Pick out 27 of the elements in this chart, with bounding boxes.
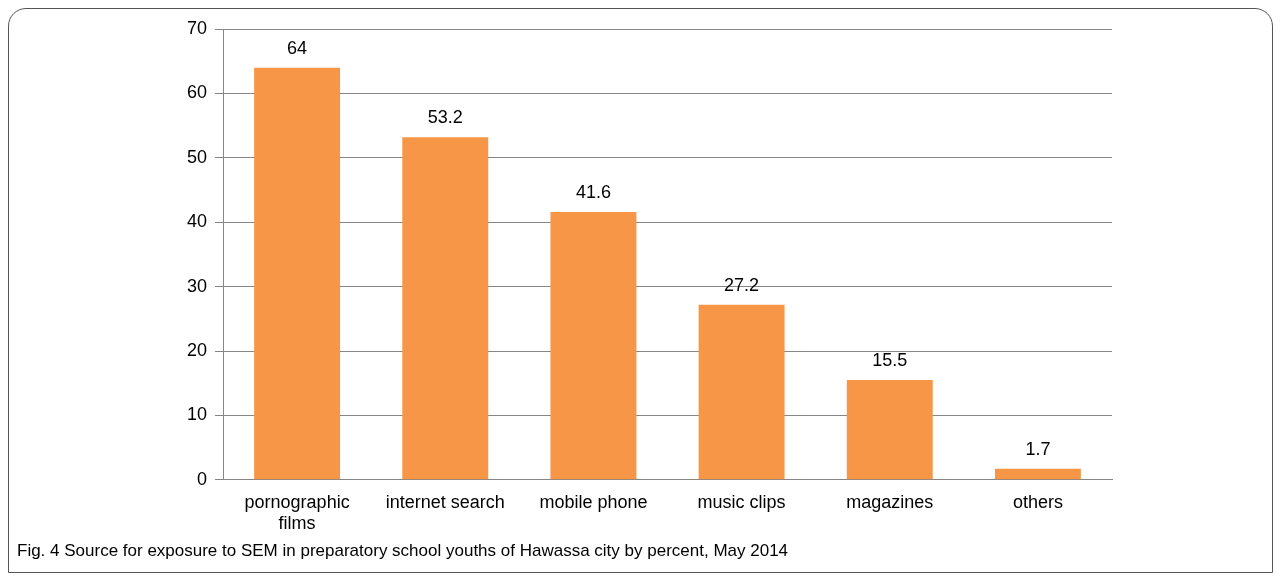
data-label: 64 <box>287 37 308 58</box>
x-tick-label: pornographic films <box>244 491 350 534</box>
y-tick-label: 20 <box>186 339 208 360</box>
data-label: 1.7 <box>1025 438 1051 459</box>
x-tick-label: magazines <box>846 491 934 512</box>
x-tick-label: music clips <box>697 491 786 512</box>
y-tick-label: 70 <box>186 17 208 38</box>
data-label: 41.6 <box>575 181 611 202</box>
y-tick-label: 60 <box>186 82 208 103</box>
x-tick-label: mobile phone <box>539 491 648 512</box>
data-label: 53.2 <box>427 107 463 128</box>
y-tick-label: 40 <box>186 211 208 232</box>
bar <box>698 304 785 480</box>
y-tick-label: 0 <box>197 468 208 489</box>
caption: Fig. 4 Source for exposure to SEM in preparatory school youths of Hawassa city by percent, May 2014 <box>16 540 790 562</box>
x-tick-label: others <box>1012 491 1063 512</box>
data-label: 15.5 <box>872 349 908 370</box>
x-tick-label: internet search <box>385 491 505 512</box>
bar <box>254 67 341 480</box>
y-tick-label: 30 <box>186 275 208 296</box>
bar <box>402 137 489 480</box>
bar <box>550 211 637 480</box>
data-label: 27.2 <box>724 274 760 295</box>
bar <box>994 468 1081 480</box>
y-tick-label: 50 <box>186 146 208 167</box>
bar <box>846 379 933 480</box>
y-tick-label: 10 <box>186 404 208 425</box>
